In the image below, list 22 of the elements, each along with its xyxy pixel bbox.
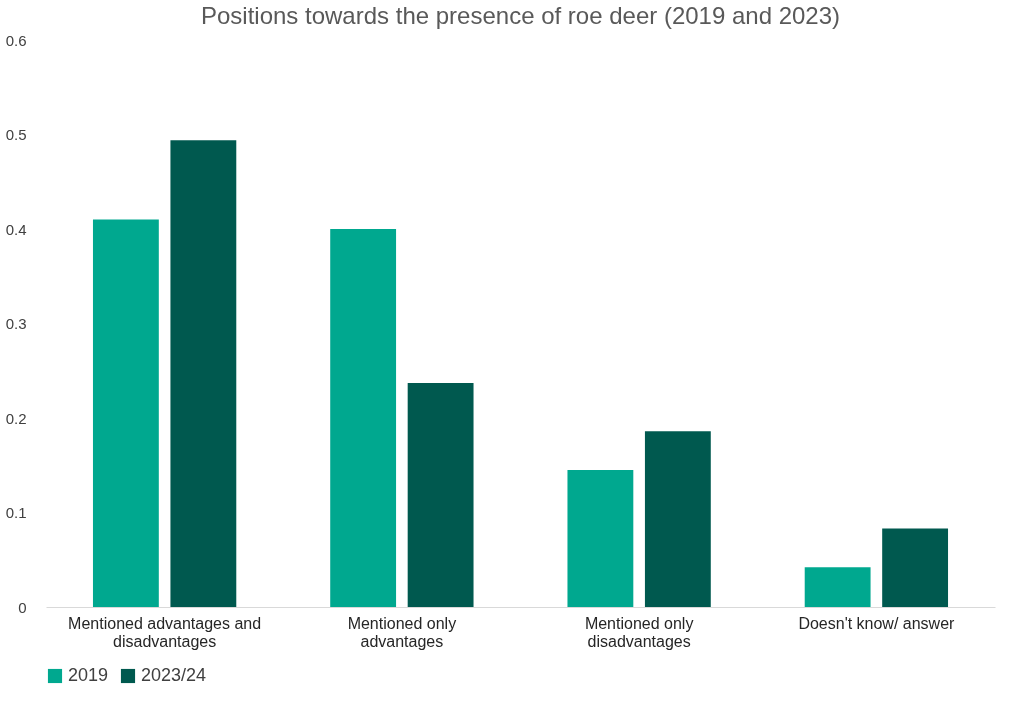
- bar: [170, 140, 237, 607]
- legend-label: 2019: [68, 665, 109, 685]
- y-tick-label: 0.4: [5, 220, 27, 238]
- y-tick-label: 0.1: [5, 504, 27, 521]
- x-tick-label: Doesn't know/ answer: [798, 614, 956, 632]
- legend-label: 2023/24: [141, 665, 207, 685]
- x-tick-label: Mentioned only disadvantages: [584, 614, 694, 650]
- bar: [644, 431, 711, 607]
- bar: [92, 219, 159, 607]
- y-tick-label: 0: [18, 598, 27, 616]
- bar: [330, 229, 397, 607]
- y-tick-label: 0.6: [5, 31, 27, 49]
- x-tick-label: Mentioned advantages and disadvantages: [68, 614, 262, 650]
- bar: [882, 528, 949, 607]
- bar: [567, 469, 634, 607]
- y-tick-label: 0.5: [5, 126, 27, 143]
- bar: [407, 383, 474, 607]
- bar: [804, 567, 871, 607]
- chart-title: Positions towards the presence of roe deer (2019 and 2023): [200, 2, 841, 29]
- x-tick-label: Mentioned only advantages: [347, 614, 457, 650]
- y-tick-label: 0.3: [5, 315, 27, 332]
- y-tick-label: 0.2: [5, 409, 27, 427]
